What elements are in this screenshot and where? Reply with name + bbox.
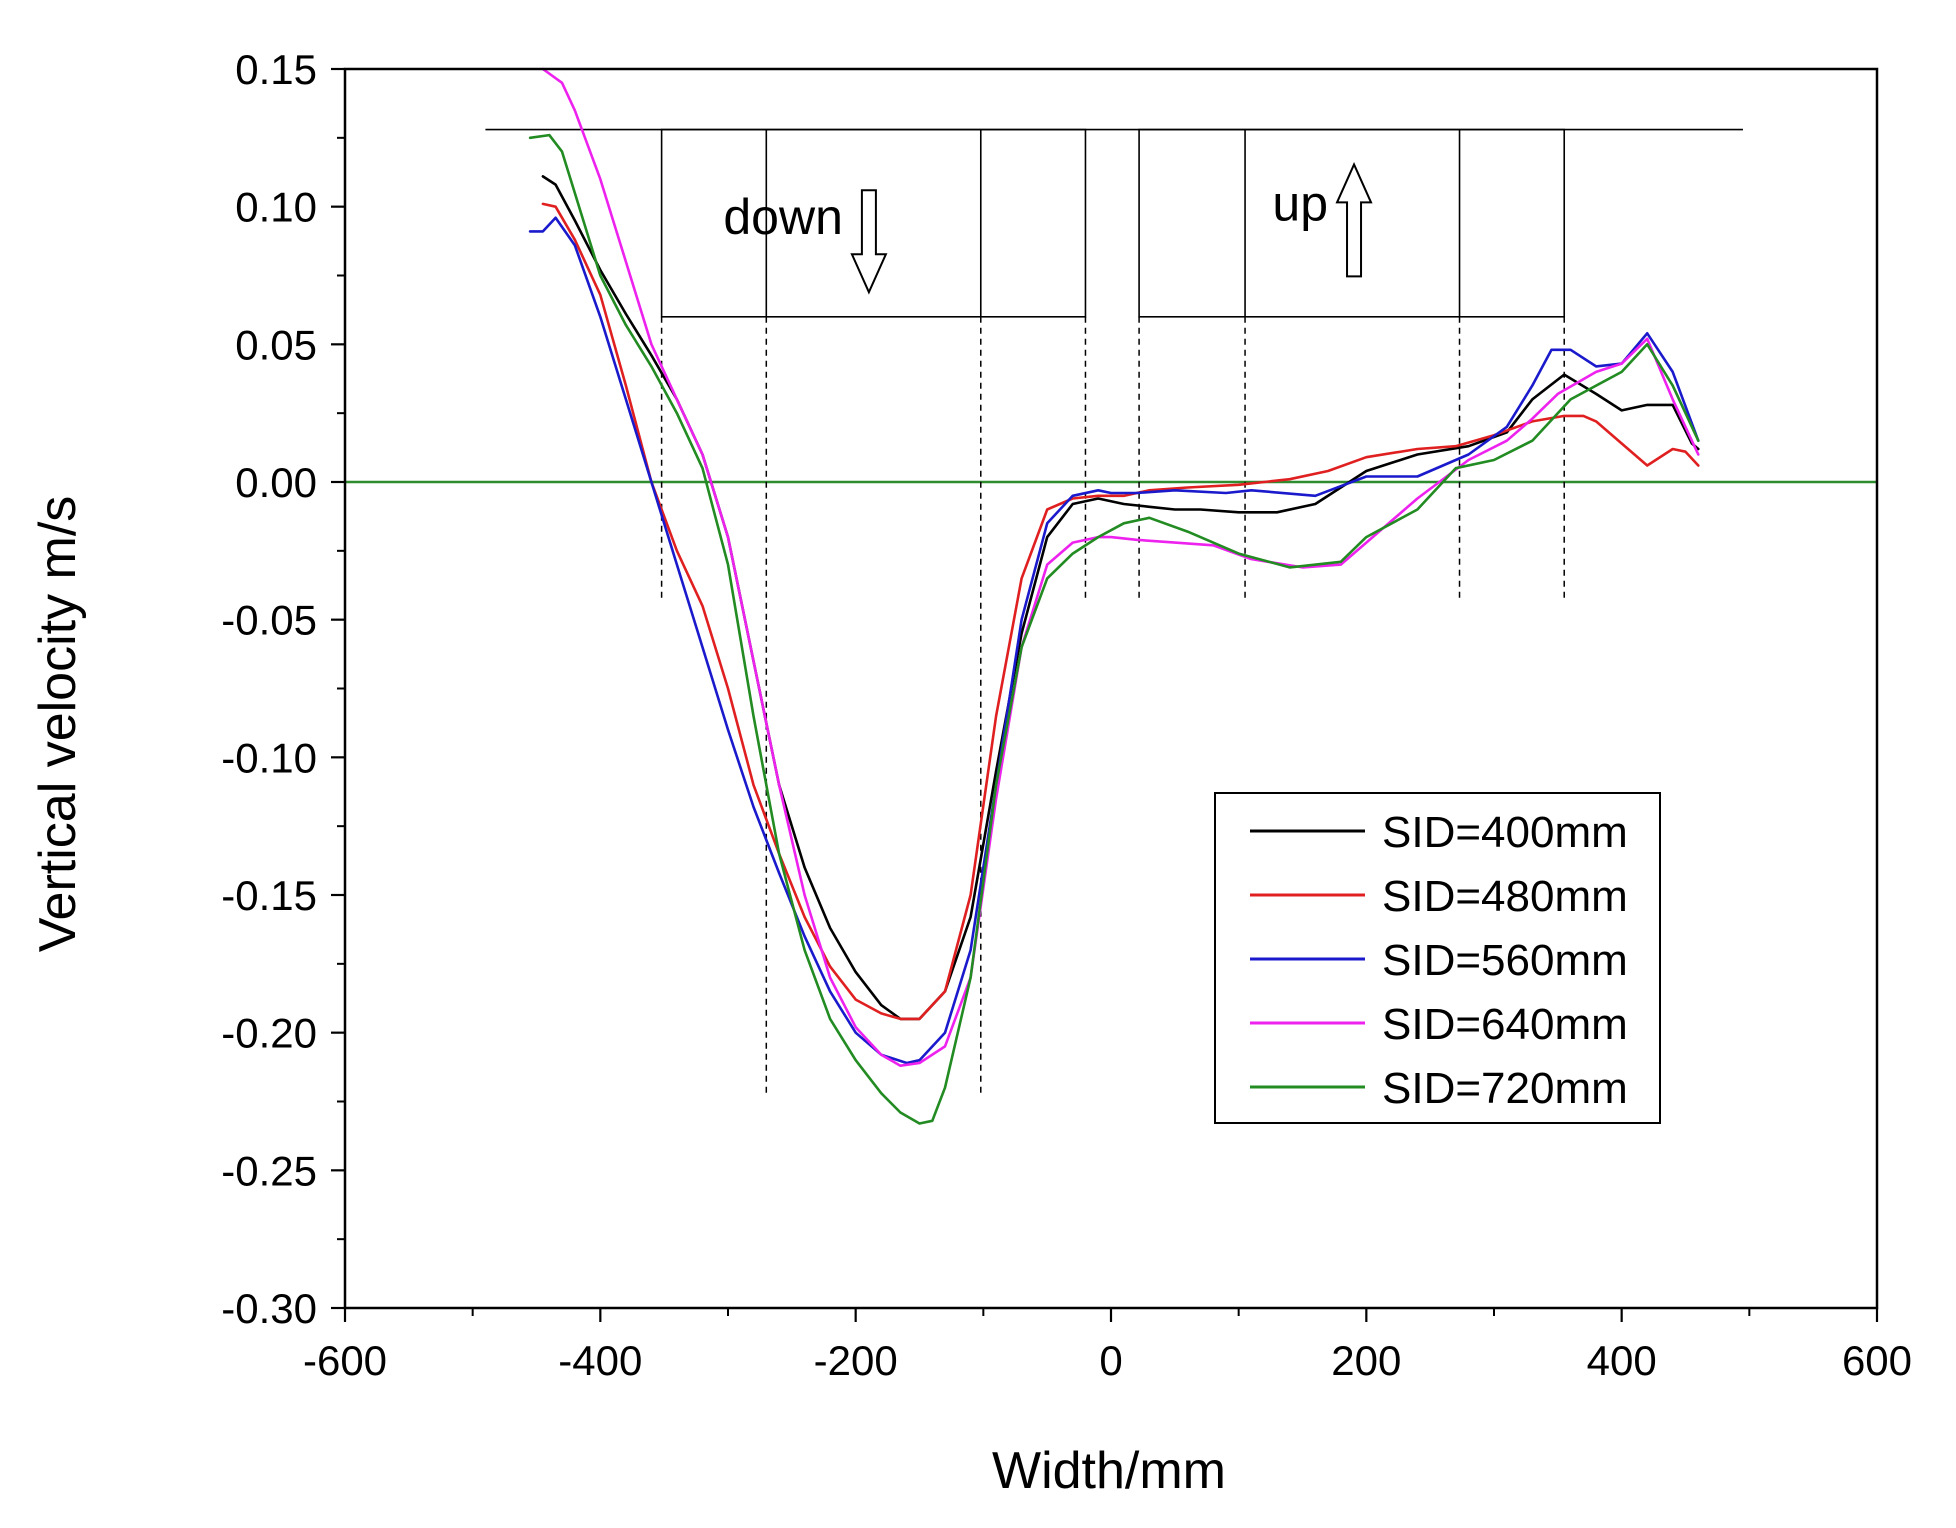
x-tick-label: 200 <box>1331 1337 1401 1384</box>
y-tick-label: 0.15 <box>235 46 317 93</box>
plot-area: down up <box>345 67 1877 1125</box>
y-tick-label: -0.15 <box>221 872 317 919</box>
legend-label-3: SID=640mm <box>1382 1000 1628 1049</box>
zone-box-down <box>660 128 1087 318</box>
y-tick-label: -0.20 <box>221 1010 317 1057</box>
y-tick-label: 0.05 <box>235 321 317 368</box>
series-line-1 <box>541 202 1700 1021</box>
legend: SID=400mm SID=480mm SID=560mm SID=640mm SID=… <box>1214 792 1661 1124</box>
zone-box-up <box>1138 128 1566 318</box>
y-tick-label: -0.10 <box>221 734 317 781</box>
series-line-3 <box>541 67 1700 1067</box>
x-tick-label: -600 <box>303 1337 387 1384</box>
series-line-2 <box>528 216 1700 1065</box>
x-tick-label: 0 <box>1099 1337 1122 1384</box>
x-tick-label: 400 <box>1587 1337 1657 1384</box>
x-axis-title: Width/mm <box>992 1442 1226 1500</box>
x-tick-label: 600 <box>1842 1337 1912 1384</box>
y-tick-label: 0.10 <box>235 184 317 231</box>
legend-label-2: SID=560mm <box>1382 936 1628 985</box>
y-tick-label: -0.30 <box>221 1285 317 1332</box>
up-arrow-icon <box>1335 161 1373 278</box>
axis-ticks: -600 -400 -200 0 200 400 600 0.15 0.10 0.05 0.00 -0… <box>221 46 1912 1384</box>
series-line-4 <box>528 133 1700 1125</box>
annotation-down-label: down <box>723 189 843 245</box>
down-arrow-icon <box>850 189 888 295</box>
y-tick-label: -0.25 <box>221 1147 317 1194</box>
y-axis-title: Vertical velocity m/s <box>29 496 87 953</box>
legend-label-0: SID=400mm <box>1382 808 1628 857</box>
x-tick-label: -200 <box>814 1337 898 1384</box>
y-tick-label: 0.00 <box>235 459 317 506</box>
annotation-up-label: up <box>1272 175 1328 231</box>
y-tick-label: -0.05 <box>221 597 317 644</box>
legend-label-1: SID=480mm <box>1382 872 1628 921</box>
legend-label-4: SID=720mm <box>1382 1064 1628 1113</box>
x-tick-label: -400 <box>558 1337 642 1384</box>
